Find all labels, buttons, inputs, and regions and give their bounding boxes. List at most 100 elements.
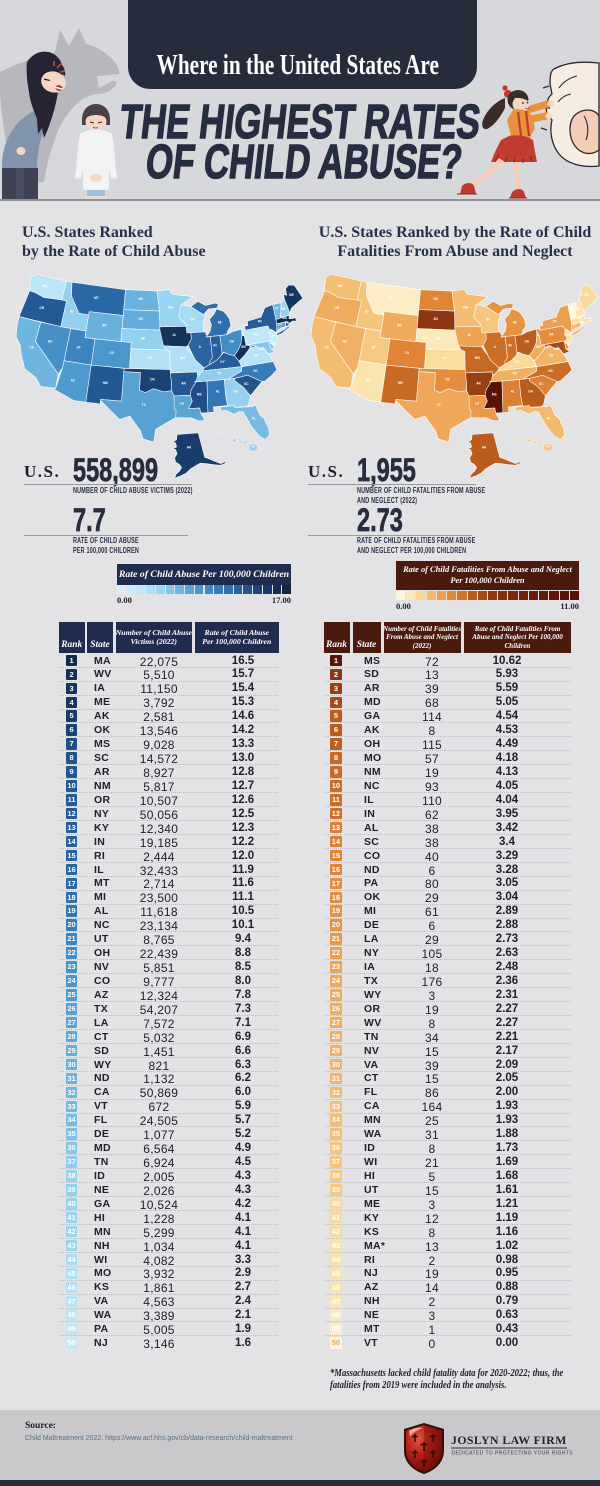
svg-text:NJ: NJ bbox=[272, 333, 276, 337]
svg-text:PA: PA bbox=[549, 332, 554, 336]
svg-text:ID: ID bbox=[70, 309, 74, 313]
svg-text:NY: NY bbox=[553, 319, 558, 323]
svg-text:NV: NV bbox=[48, 339, 53, 343]
svg-text:AL: AL bbox=[511, 389, 515, 393]
svg-text:CT: CT bbox=[278, 322, 282, 326]
svg-text:NM: NM bbox=[103, 381, 108, 385]
svg-text:NM: NM bbox=[398, 381, 403, 385]
svg-text:WA: WA bbox=[337, 284, 343, 288]
svg-text:DE: DE bbox=[565, 341, 569, 345]
svg-text:WI: WI bbox=[486, 318, 490, 322]
svg-text:MO: MO bbox=[180, 356, 186, 360]
svg-text:WI: WI bbox=[191, 318, 195, 322]
svg-text:NY: NY bbox=[258, 319, 263, 323]
svg-text:OK: OK bbox=[150, 378, 155, 382]
svg-text:TN: TN bbox=[217, 372, 222, 376]
svg-text:LA: LA bbox=[180, 402, 185, 406]
svg-text:VA: VA bbox=[549, 353, 554, 357]
svg-text:MA: MA bbox=[282, 316, 288, 320]
svg-text:MI: MI bbox=[218, 320, 222, 324]
svg-text:IN: IN bbox=[213, 343, 217, 347]
svg-text:MN: MN bbox=[168, 305, 174, 309]
svg-text:SC: SC bbox=[244, 382, 249, 386]
svg-text:ME: ME bbox=[584, 293, 589, 297]
svg-text:NE: NE bbox=[436, 336, 440, 340]
svg-text:NC: NC bbox=[548, 369, 553, 373]
svg-text:AK: AK bbox=[482, 445, 487, 449]
svg-text:NH: NH bbox=[576, 307, 581, 311]
svg-text:MD: MD bbox=[554, 347, 560, 351]
svg-text:VA: VA bbox=[254, 353, 259, 357]
svg-text:CT: CT bbox=[573, 322, 577, 326]
svg-text:KY: KY bbox=[515, 360, 520, 364]
svg-text:MD: MD bbox=[259, 347, 265, 351]
svg-text:GA: GA bbox=[528, 389, 533, 393]
svg-text:NV: NV bbox=[343, 339, 348, 343]
svg-text:IL: IL bbox=[494, 345, 497, 349]
svg-text:SC: SC bbox=[539, 382, 544, 386]
svg-text:IA: IA bbox=[173, 333, 177, 337]
svg-text:SD: SD bbox=[138, 317, 143, 321]
svg-text:VT: VT bbox=[570, 306, 574, 310]
svg-text:AZ: AZ bbox=[71, 379, 75, 383]
svg-text:MI: MI bbox=[513, 320, 517, 324]
svg-text:MA: MA bbox=[577, 316, 583, 320]
svg-text:NC: NC bbox=[253, 369, 258, 373]
svg-text:OR: OR bbox=[39, 306, 44, 310]
svg-text:RI: RI bbox=[580, 321, 583, 325]
svg-text:HI: HI bbox=[252, 444, 255, 448]
svg-text:AL: AL bbox=[216, 389, 220, 393]
svg-text:ME: ME bbox=[289, 293, 294, 297]
svg-text:TN: TN bbox=[512, 372, 517, 376]
svg-text:ID: ID bbox=[365, 309, 369, 313]
svg-text:NH: NH bbox=[281, 307, 286, 311]
svg-text:OR: OR bbox=[334, 306, 339, 310]
svg-text:TX: TX bbox=[437, 403, 442, 407]
svg-text:CA: CA bbox=[325, 345, 330, 349]
svg-text:VT: VT bbox=[275, 306, 279, 310]
svg-text:OH: OH bbox=[524, 339, 529, 343]
svg-text:AR: AR bbox=[181, 381, 186, 385]
svg-text:LA: LA bbox=[475, 402, 480, 406]
svg-text:WA: WA bbox=[42, 284, 48, 288]
svg-text:DEDICATED TO PROTECTING YOUR R: DEDICATED TO PROTECTING YOUR RIGHTS bbox=[452, 1451, 574, 1457]
svg-text:IL: IL bbox=[199, 345, 202, 349]
svg-text:DE: DE bbox=[270, 341, 274, 345]
svg-text:UT: UT bbox=[77, 346, 81, 350]
svg-text:SD: SD bbox=[433, 317, 438, 321]
svg-text:ND: ND bbox=[434, 297, 439, 301]
svg-text:CO: CO bbox=[405, 351, 410, 355]
svg-text:WY: WY bbox=[102, 323, 108, 327]
svg-text:OK: OK bbox=[445, 378, 450, 382]
svg-text:WY: WY bbox=[397, 323, 403, 327]
svg-text:NJ: NJ bbox=[567, 333, 571, 337]
svg-text:CA: CA bbox=[30, 345, 35, 349]
svg-text:MT: MT bbox=[94, 296, 99, 300]
svg-text:IN: IN bbox=[508, 343, 512, 347]
svg-text:OH: OH bbox=[229, 339, 234, 343]
svg-text:RI: RI bbox=[285, 321, 288, 325]
svg-text:JOSLYN LAW FIRM: JOSLYN LAW FIRM bbox=[451, 1433, 567, 1447]
svg-text:KS: KS bbox=[443, 356, 447, 360]
svg-text:AR: AR bbox=[476, 381, 481, 385]
svg-text:HI: HI bbox=[547, 444, 550, 448]
svg-text:ND: ND bbox=[139, 297, 144, 301]
svg-text:UT: UT bbox=[372, 346, 376, 350]
svg-text:AZ: AZ bbox=[366, 379, 370, 383]
svg-text:KY: KY bbox=[220, 360, 225, 364]
svg-text:MN: MN bbox=[463, 305, 469, 309]
svg-text:TX: TX bbox=[142, 403, 147, 407]
svg-text:WV: WV bbox=[536, 345, 542, 349]
svg-text:AK: AK bbox=[187, 445, 192, 449]
svg-text:MO: MO bbox=[475, 356, 481, 360]
svg-text:IA: IA bbox=[468, 333, 472, 337]
svg-text:FL: FL bbox=[252, 416, 256, 420]
svg-text:GA: GA bbox=[233, 389, 238, 393]
svg-text:WV: WV bbox=[241, 345, 247, 349]
svg-text:KS: KS bbox=[148, 356, 152, 360]
svg-text:CO: CO bbox=[110, 351, 115, 355]
svg-text:MS: MS bbox=[492, 393, 497, 397]
svg-text:MT: MT bbox=[389, 296, 394, 300]
svg-text:NE: NE bbox=[141, 336, 145, 340]
svg-text:FL: FL bbox=[547, 416, 551, 420]
